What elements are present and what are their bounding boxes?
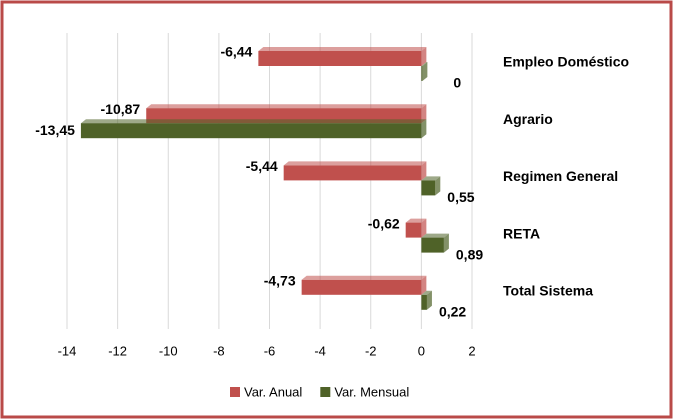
x-tick-label: -2 xyxy=(365,343,377,358)
bar-depth xyxy=(421,161,427,181)
bar-top xyxy=(80,119,427,124)
bar-depth xyxy=(435,176,441,196)
value-label: -0,62 xyxy=(368,215,400,231)
value-label: 0,55 xyxy=(447,189,474,205)
category-label: Empleo Doméstico xyxy=(503,54,629,70)
bar-top xyxy=(421,290,432,295)
bar xyxy=(301,279,422,295)
bar xyxy=(421,180,436,196)
bar-top xyxy=(421,62,428,66)
category-label: Agrario xyxy=(503,111,553,127)
x-tick-label: -12 xyxy=(108,343,127,358)
value-label: -5,44 xyxy=(246,158,278,174)
bar-top xyxy=(405,218,427,223)
bar-top xyxy=(146,104,427,109)
bar-depth xyxy=(421,119,427,139)
legend-label: Var. Mensual xyxy=(334,384,409,399)
category-label: RETA xyxy=(503,225,540,241)
bar-depth xyxy=(421,104,427,124)
bar xyxy=(421,66,423,81)
value-label: -4,73 xyxy=(264,273,296,289)
bar-depth xyxy=(421,218,427,238)
bar xyxy=(283,165,422,181)
bar-depth xyxy=(443,233,449,253)
value-label: -6,44 xyxy=(220,44,252,60)
bar xyxy=(258,51,422,66)
value-label: 0,89 xyxy=(456,246,483,262)
bar xyxy=(405,222,422,238)
value-label: -13,45 xyxy=(35,122,75,138)
bar-top xyxy=(258,47,427,51)
bar-depth xyxy=(421,275,427,295)
value-label: 0,22 xyxy=(439,304,466,320)
bar-depth xyxy=(426,290,432,310)
bar xyxy=(421,294,427,310)
x-tick-label: -14 xyxy=(58,343,77,358)
bar-top xyxy=(421,233,449,238)
bar-top xyxy=(301,275,427,280)
x-tick-label: 2 xyxy=(468,343,475,358)
x-tick-label: -8 xyxy=(213,343,225,358)
category-label: Total Sistema xyxy=(503,283,593,299)
bar-top xyxy=(421,176,441,181)
legend-swatch xyxy=(230,387,240,397)
x-tick-label: 0 xyxy=(418,343,425,358)
legend-swatch xyxy=(320,387,331,397)
legend-label: Var. Anual xyxy=(244,384,302,399)
value-label: 0 xyxy=(453,75,461,91)
bar-top xyxy=(283,161,427,166)
x-tick-label: -4 xyxy=(314,343,326,358)
category-label: Regimen General xyxy=(503,168,618,184)
x-tick-label: -6 xyxy=(264,343,276,358)
bar xyxy=(80,123,422,139)
bar xyxy=(421,237,444,253)
bar-depth xyxy=(421,47,427,66)
x-tick-label: -10 xyxy=(159,343,178,358)
value-label: -10,87 xyxy=(101,101,141,117)
bar-depth xyxy=(422,62,428,81)
